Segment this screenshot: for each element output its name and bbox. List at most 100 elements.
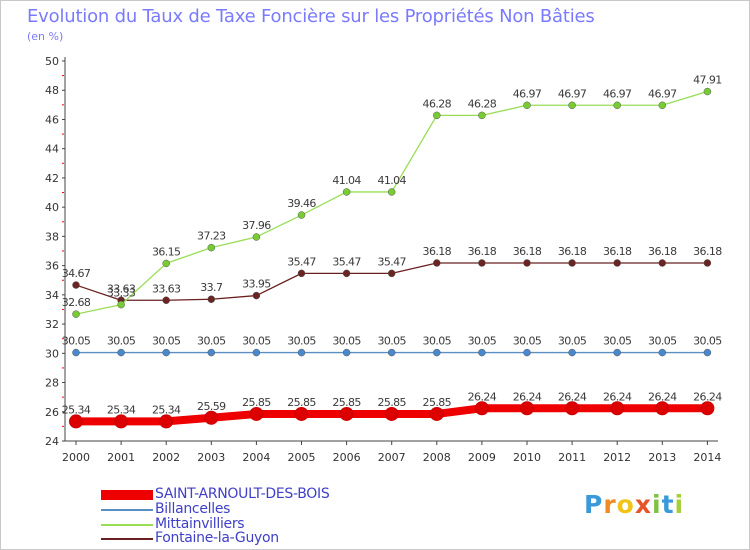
logo-letter: P <box>584 490 604 519</box>
data-label-saint-arnoult-des-bois: 25.85 <box>242 396 271 409</box>
data-label-billancelles: 30.05 <box>558 335 587 348</box>
data-label-billancelles: 30.05 <box>152 335 181 348</box>
data-label-mittainvilliers: 46.97 <box>603 87 632 100</box>
data-point-saint-arnoult-des-bois <box>429 406 444 421</box>
x-tick-label: 2003 <box>197 451 225 464</box>
data-label-fontaine-la-guyon: 35.47 <box>287 255 316 268</box>
data-label-fontaine-la-guyon: 33.7 <box>200 281 223 294</box>
data-point-billancelles <box>342 348 351 357</box>
x-tick-label: 2000 <box>62 451 90 464</box>
data-point-billancelles <box>117 348 125 357</box>
data-label-billancelles: 30.05 <box>197 335 226 348</box>
data-point-fontaine-la-guyon <box>658 259 667 267</box>
chart-title: Evolution du Taux de Taxe Foncière sur l… <box>27 6 595 27</box>
logo-letter: r <box>603 490 617 519</box>
data-label-saint-arnoult-des-bois: 26.24 <box>648 390 677 403</box>
unit-label: (en %) <box>27 30 64 43</box>
y-tick-label: 24 <box>45 435 59 448</box>
y-tick-label: 46 <box>45 113 59 126</box>
data-label-billancelles: 30.05 <box>107 335 136 348</box>
proxiti-logo: Proxiti <box>584 490 684 519</box>
data-point-billancelles <box>72 348 80 357</box>
data-point-mittainvilliers <box>568 101 576 110</box>
data-label-mittainvilliers: 46.28 <box>423 97 452 110</box>
data-point-saint-arnoult-des-bois <box>339 406 354 421</box>
logo-letter: i <box>652 490 662 519</box>
data-label-fontaine-la-guyon: 33.95 <box>242 278 271 291</box>
data-point-fontaine-la-guyon <box>297 269 306 278</box>
data-point-mittainvilliers <box>523 101 531 110</box>
data-point-mittainvilliers <box>387 188 396 196</box>
legend-label-billancelles: Billancelles <box>155 501 231 517</box>
data-point-billancelles <box>658 348 667 357</box>
logo-letter: t <box>661 490 675 519</box>
data-label-saint-arnoult-des-bois: 26.24 <box>603 390 632 403</box>
legend-swatch-billancelles <box>101 509 153 511</box>
data-label-fontaine-la-guyon: 36.18 <box>513 245 542 258</box>
data-label-billancelles: 30.05 <box>603 335 632 348</box>
data-point-fontaine-la-guyon <box>523 259 531 267</box>
data-label-billancelles: 30.05 <box>287 335 316 348</box>
series-layer <box>69 87 715 429</box>
x-tick-label: 2006 <box>333 451 361 464</box>
data-point-billancelles <box>207 348 216 357</box>
y-tick-label: 40 <box>45 201 59 214</box>
data-point-fontaine-la-guyon <box>387 269 396 278</box>
x-tick-label: 2008 <box>423 451 451 464</box>
data-point-saint-arnoult-des-bois <box>204 410 219 425</box>
legend-swatch-saint-arnoult <box>101 490 153 500</box>
data-label-billancelles: 30.05 <box>423 335 452 348</box>
x-tick-label: 2007 <box>378 451 406 464</box>
data-label-mittainvilliers: 39.46 <box>287 197 316 210</box>
data-label-fontaine-la-guyon: 36.18 <box>558 245 587 258</box>
data-point-saint-arnoult-des-bois <box>520 401 534 416</box>
data-point-saint-arnoult-des-bois <box>69 414 83 429</box>
data-point-saint-arnoult-des-bois <box>384 406 399 421</box>
data-label-fontaine-la-guyon: 35.47 <box>332 255 361 268</box>
data-point-fontaine-la-guyon <box>72 281 80 289</box>
data-point-saint-arnoult-des-bois <box>474 401 489 416</box>
data-point-billancelles <box>387 348 396 357</box>
data-point-billancelles <box>252 348 261 357</box>
data-point-saint-arnoult-des-bois <box>114 414 129 429</box>
data-label-mittainvilliers: 46.97 <box>513 87 542 100</box>
data-label-fontaine-la-guyon: 36.18 <box>423 245 452 258</box>
y-tick-label: 34 <box>45 289 59 302</box>
data-point-saint-arnoult-des-bois <box>159 414 174 429</box>
data-label-mittainvilliers: 37.23 <box>197 230 226 243</box>
data-label-mittainvilliers: 41.04 <box>332 174 361 187</box>
data-point-fontaine-la-guyon <box>433 259 441 267</box>
data-point-mittainvilliers <box>252 233 261 241</box>
data-label-billancelles: 30.05 <box>693 335 722 348</box>
data-point-billancelles <box>523 348 531 357</box>
data-label-billancelles: 30.05 <box>648 335 677 348</box>
data-point-fontaine-la-guyon <box>207 295 216 303</box>
data-point-saint-arnoult-des-bois <box>294 406 309 421</box>
data-point-billancelles <box>162 348 170 357</box>
data-point-saint-arnoult-des-bois <box>565 401 580 416</box>
data-label-mittainvilliers: 41.04 <box>377 174 406 187</box>
data-point-mittainvilliers <box>658 101 667 110</box>
data-label-fontaine-la-guyon: 36.18 <box>603 245 632 258</box>
data-label-fontaine-la-guyon: 35.47 <box>377 255 406 268</box>
data-label-fontaine-la-guyon: 34.67 <box>62 267 91 280</box>
data-point-mittainvilliers <box>433 111 441 120</box>
data-point-billancelles <box>568 348 576 357</box>
data-point-saint-arnoult-des-bois <box>249 406 264 421</box>
data-point-saint-arnoult-des-bois <box>610 401 625 416</box>
data-label-fontaine-la-guyon: 36.18 <box>693 245 722 258</box>
data-point-saint-arnoult-des-bois <box>700 401 715 416</box>
data-point-mittainvilliers <box>478 111 486 120</box>
y-tick-label: 50 <box>45 55 59 68</box>
data-label-fontaine-la-guyon: 33.63 <box>107 282 136 295</box>
data-point-fontaine-la-guyon <box>703 259 712 267</box>
data-label-saint-arnoult-des-bois: 25.34 <box>152 403 181 416</box>
data-point-fontaine-la-guyon <box>613 259 621 267</box>
legend-swatch-fontaine <box>101 538 153 540</box>
data-point-mittainvilliers <box>117 300 125 309</box>
x-tick-label: 2002 <box>152 451 180 464</box>
data-label-mittainvilliers: 33.33 <box>107 287 136 300</box>
y-tick-label: 38 <box>45 230 59 243</box>
data-label-mittainvilliers: 46.28 <box>468 97 497 110</box>
